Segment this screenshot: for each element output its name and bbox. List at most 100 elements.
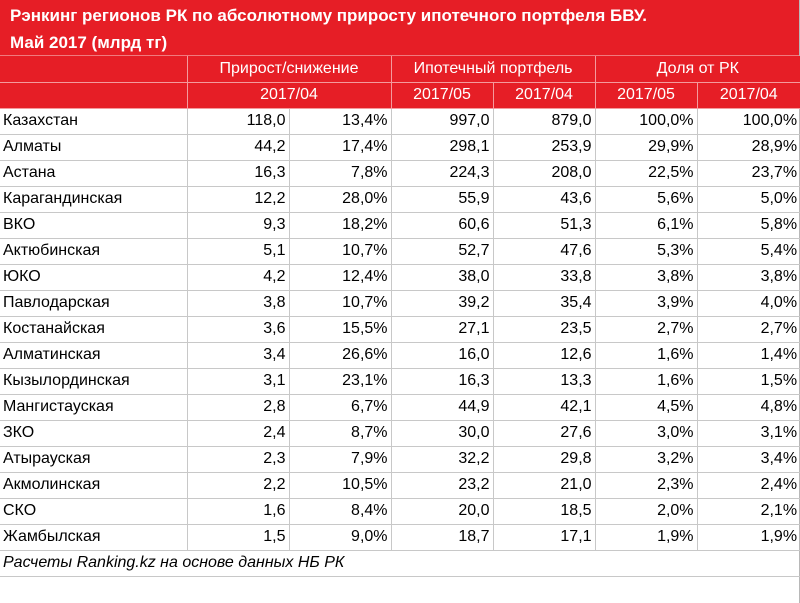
region-cell: Казахстан [0,108,188,135]
portfolio-2017-05-cell: 44,9 [391,394,494,421]
title-line-1: Рэнкинг регионов РК по абсолютному приро… [10,6,648,25]
table-row: Акмолинская 2,2 10,5% 23,2 21,0 2,3% 2,4% [0,472,800,499]
share-2017-04-cell: 3,4% [697,446,800,473]
pct-growth-cell: 12,4% [289,264,392,291]
pct-growth-cell: 18,2% [289,212,392,239]
source-note: Расчеты Ranking.kz на основе данных НБ Р… [0,550,800,577]
portfolio-2017-04-cell: 208,0 [493,160,596,187]
region-cell: ЮКО [0,264,188,291]
region-cell: Карагандинская [0,186,188,213]
region-cell: Алматы [0,134,188,161]
portfolio-2017-05-cell: 16,0 [391,342,494,369]
portfolio-2017-05-cell: 27,1 [391,316,494,343]
abs-growth-cell: 12,2 [187,186,290,213]
portfolio-2017-04-cell: 51,3 [493,212,596,239]
share-2017-04-cell: 3,8% [697,264,800,291]
header-portfolio-2017-04: 2017/04 [493,82,596,109]
region-cell: Кызылординская [0,368,188,395]
portfolio-2017-05-cell: 32,2 [391,446,494,473]
header-share: Доля от РК [595,56,800,83]
abs-growth-cell: 2,2 [187,472,290,499]
table-row: ВКО 9,3 18,2% 60,6 51,3 6,1% 5,8% [0,212,800,239]
share-2017-04-cell: 28,9% [697,134,800,161]
region-cell: Акмолинская [0,472,188,499]
abs-growth-cell: 3,1 [187,368,290,395]
portfolio-2017-05-cell: 39,2 [391,290,494,317]
pct-growth-cell: 6,7% [289,394,392,421]
pct-growth-cell: 8,4% [289,498,392,525]
header-blank-cell [0,82,188,109]
table-row: Актюбинская 5,1 10,7% 52,7 47,6 5,3% 5,4% [0,238,800,265]
portfolio-2017-04-cell: 23,5 [493,316,596,343]
share-2017-05-cell: 3,8% [595,264,698,291]
portfolio-2017-04-cell: 43,6 [493,186,596,213]
share-2017-04-cell: 5,0% [697,186,800,213]
share-2017-05-cell: 29,9% [595,134,698,161]
region-cell: Мангистауская [0,394,188,421]
header-row-groups: Прирост/снижение Ипотечный портфель Доля… [0,56,800,83]
abs-growth-cell: 1,6 [187,498,290,525]
portfolio-2017-05-cell: 55,9 [391,186,494,213]
portfolio-2017-05-cell: 38,0 [391,264,494,291]
table-row: Мангистауская 2,8 6,7% 44,9 42,1 4,5% 4,8% [0,394,800,421]
header-blank-cell [0,56,188,83]
share-2017-05-cell: 1,9% [595,524,698,551]
portfolio-2017-05-cell: 20,0 [391,498,494,525]
share-2017-04-cell: 2,7% [697,316,800,343]
share-2017-04-cell: 5,8% [697,212,800,239]
abs-growth-cell: 4,2 [187,264,290,291]
portfolio-2017-04-cell: 29,8 [493,446,596,473]
region-cell: Актюбинская [0,238,188,265]
portfolio-2017-04-cell: 18,5 [493,498,596,525]
portfolio-2017-04-cell: 33,8 [493,264,596,291]
abs-growth-cell: 5,1 [187,238,290,265]
portfolio-2017-04-cell: 13,3 [493,368,596,395]
region-cell: Алматинская [0,342,188,369]
table-row: Кызылординская 3,1 23,1% 16,3 13,3 1,6% 1,5% [0,368,800,395]
share-2017-05-cell: 1,6% [595,368,698,395]
portfolio-2017-05-cell: 23,2 [391,472,494,499]
abs-growth-cell: 2,8 [187,394,290,421]
pct-growth-cell: 10,7% [289,290,392,317]
data-table: Прирост/снижение Ипотечный портфель Доля… [0,56,800,577]
portfolio-2017-05-cell: 224,3 [391,160,494,187]
abs-growth-cell: 118,0 [187,108,290,135]
abs-growth-cell: 2,4 [187,420,290,447]
portfolio-2017-04-cell: 27,6 [493,420,596,447]
abs-growth-cell: 1,5 [187,524,290,551]
table-row: ЮКО 4,2 12,4% 38,0 33,8 3,8% 3,8% [0,264,800,291]
share-2017-05-cell: 22,5% [595,160,698,187]
share-2017-04-cell: 2,4% [697,472,800,499]
table-row: Алматинская 3,4 26,6% 16,0 12,6 1,6% 1,4% [0,342,800,369]
portfolio-2017-05-cell: 997,0 [391,108,494,135]
pct-growth-cell: 26,6% [289,342,392,369]
share-2017-04-cell: 2,1% [697,498,800,525]
table-row: Алматы 44,2 17,4% 298,1 253,9 29,9% 28,9% [0,134,800,161]
header-share-2017-04: 2017/04 [697,82,800,109]
table-row: Карагандинская 12,2 28,0% 55,9 43,6 5,6% 5,0% [0,186,800,213]
table-row: Жамбылская 1,5 9,0% 18,7 17,1 1,9% 1,9% [0,524,800,551]
share-2017-04-cell: 1,9% [697,524,800,551]
share-2017-05-cell: 1,6% [595,342,698,369]
share-2017-05-cell: 2,3% [595,472,698,499]
pct-growth-cell: 8,7% [289,420,392,447]
portfolio-2017-04-cell: 47,6 [493,238,596,265]
share-2017-05-cell: 100,0% [595,108,698,135]
portfolio-2017-05-cell: 16,3 [391,368,494,395]
abs-growth-cell: 3,8 [187,290,290,317]
share-2017-05-cell: 6,1% [595,212,698,239]
region-cell: ВКО [0,212,188,239]
portfolio-2017-04-cell: 253,9 [493,134,596,161]
header-row-periods: 2017/04 2017/05 2017/04 2017/05 2017/04 [0,82,800,109]
portfolio-2017-04-cell: 35,4 [493,290,596,317]
header-share-2017-05: 2017/05 [595,82,698,109]
region-cell: Павлодарская [0,290,188,317]
share-2017-04-cell: 1,5% [697,368,800,395]
table-title: Рэнкинг регионов РК по абсолютному приро… [0,0,799,56]
pct-growth-cell: 15,5% [289,316,392,343]
share-2017-05-cell: 2,7% [595,316,698,343]
portfolio-2017-04-cell: 12,6 [493,342,596,369]
portfolio-2017-04-cell: 879,0 [493,108,596,135]
share-2017-04-cell: 23,7% [697,160,800,187]
